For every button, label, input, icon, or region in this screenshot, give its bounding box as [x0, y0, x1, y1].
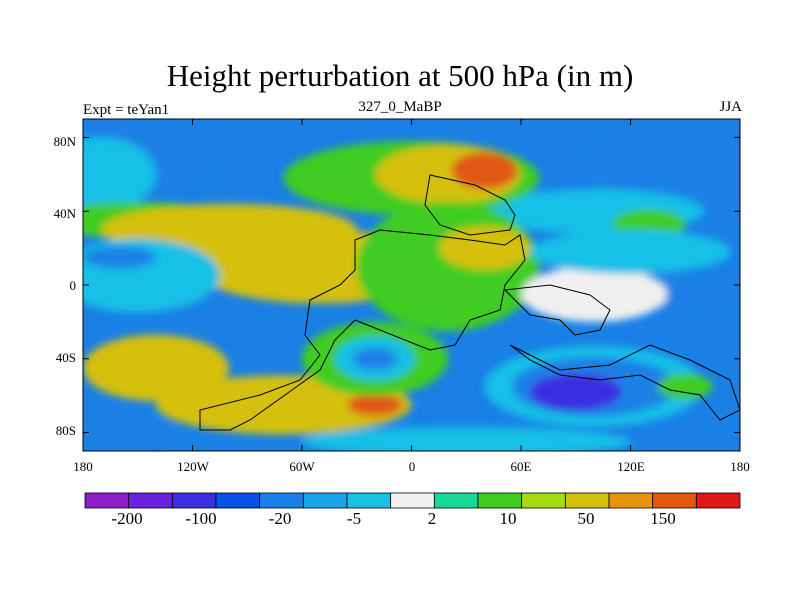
contour-region [83, 417, 175, 448]
contour-region [530, 373, 622, 411]
contour-region [657, 373, 713, 400]
time-label: 327_0_MaBP [358, 99, 442, 115]
colorbar-swatch [346, 492, 392, 509]
colorbar-swatch [128, 492, 173, 509]
plot-title: Height perturbation at 500 hPa (in m) [166, 58, 634, 93]
colorbar-label: 2 [427, 509, 437, 528]
colorbar-label: -20 [268, 509, 292, 528]
colorbar-swatch [259, 492, 304, 509]
contour-region [353, 347, 397, 370]
colorbar-swatch [215, 492, 261, 509]
contour-region [521, 266, 667, 322]
contour-region [438, 225, 531, 271]
colorbar-swatch [521, 492, 566, 509]
contour-region [451, 152, 518, 190]
y-tick-label: 0 [69, 278, 77, 293]
contour-region [302, 427, 631, 451]
colorbar-swatch [390, 492, 435, 509]
colorbar-swatch [302, 492, 348, 509]
x-tick-label: 120E [617, 459, 645, 474]
colorbar-label: -100 [185, 509, 217, 528]
colorbar-label: 50 [577, 509, 595, 528]
colorbar-swatch [652, 492, 697, 509]
colorbar-swatch [564, 492, 610, 509]
y-tick-label: 40S [55, 350, 76, 365]
colorbar-swatch [171, 492, 217, 509]
colorbar-swatch [84, 492, 130, 509]
x-tick-label: 120W [177, 459, 209, 474]
colorbar-label: 10 [499, 509, 517, 528]
y-tick-label: 40N [53, 206, 76, 221]
colorbar-label: -5 [346, 509, 362, 528]
colorbar-label: -200 [111, 509, 143, 528]
experiment-label: Expt = teYan1 [83, 102, 170, 118]
axis-ticks [82, 119, 741, 451]
colorbar-swatch [695, 492, 741, 509]
colorbar-swatch [433, 492, 479, 509]
x-tick-label: 180 [73, 459, 93, 474]
y-tick-label: 80S [55, 423, 76, 438]
colorbar-label: 150 [650, 509, 676, 528]
x-tick-label: 60W [289, 459, 315, 474]
contour-region [356, 201, 540, 332]
y-tick-label: 80N [53, 134, 76, 149]
contour-region [83, 246, 156, 269]
x-tick-label: 0 [408, 459, 416, 474]
continent-outline [199, 174, 740, 431]
colorbar-swatch [608, 492, 654, 509]
x-tick-label: 180 [730, 459, 750, 474]
contour-region [530, 229, 731, 274]
colorbar-swatch [477, 492, 523, 509]
season-label: JJA [719, 99, 742, 115]
contour-region [347, 393, 403, 416]
x-tick-label: 60E [510, 459, 532, 474]
contour-region [83, 137, 156, 212]
colorbar [84, 492, 741, 509]
